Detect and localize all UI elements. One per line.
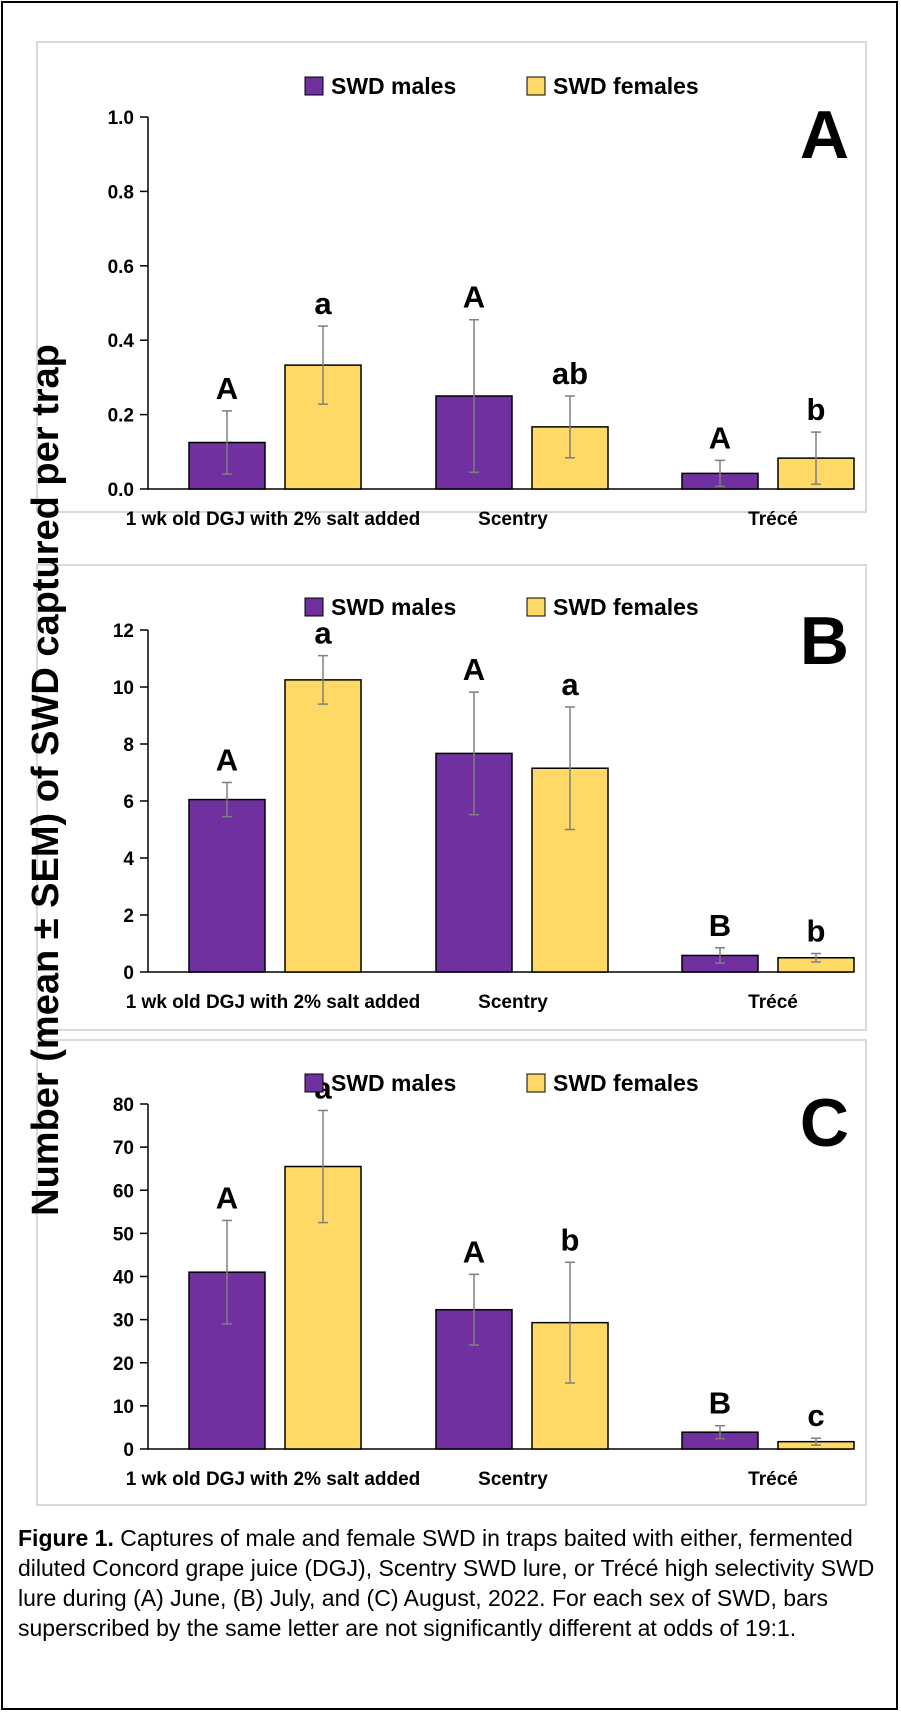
x-category-label: 1 wk old DGJ with 2% salt added (126, 509, 421, 530)
chart-panel-b: 0 2 4 6 8 10 12 1 wk old DGJ with 2% salt added… (36, 564, 867, 1031)
x-category-label: Trécé (748, 1469, 798, 1490)
x-category-label: Trécé (748, 509, 798, 530)
significance-letter: ab (552, 356, 588, 391)
x-category-label: Trécé (748, 992, 798, 1013)
panel-label: B (800, 603, 849, 679)
legend-label: SWD males (331, 594, 456, 620)
y-tick-label: 0.8 (108, 182, 134, 203)
x-category-label: Scentry (478, 992, 548, 1013)
significance-letter: A (216, 1180, 238, 1215)
significance-letter: A (216, 742, 238, 777)
significance-letter: a (561, 667, 579, 702)
y-tick-label: 6 (123, 792, 134, 813)
legend-label: SWD females (553, 73, 699, 99)
significance-letter: A (216, 371, 238, 406)
significance-letter: b (807, 913, 826, 948)
significance-letter: A (463, 280, 485, 315)
legend-label: SWD males (331, 73, 456, 99)
legend-swatch (304, 1073, 324, 1093)
significance-letter: A (463, 1234, 485, 1269)
significance-letter: a (314, 286, 332, 321)
panel-border (36, 41, 867, 513)
bar-males (188, 798, 266, 973)
x-category-label: Scentry (478, 1469, 548, 1490)
chart-panel-c: 0 10 20 30 40 50 60 70 80 1 wk old DGJ with 2% sa… (36, 1039, 867, 1506)
y-tick-label: 80 (113, 1095, 134, 1116)
legend-swatch (304, 76, 324, 96)
y-tick-label: 2 (123, 906, 134, 927)
y-tick-label: 70 (113, 1138, 134, 1159)
x-category-label: 1 wk old DGJ with 2% salt added (126, 992, 421, 1013)
significance-letter: b (807, 392, 826, 427)
panel-label: C (800, 1085, 849, 1161)
significance-letter: c (807, 1398, 824, 1433)
chart-panel-a: 0.0 0.2 0.4 0.6 0.8 1.0 1 wk old DGJ with 2% s… (36, 41, 867, 530)
y-tick-label: 0.6 (108, 257, 134, 278)
y-tick-label: 1.0 (108, 108, 134, 129)
y-axis-label: Number (mean ± SEM) of SWD captured per … (25, 344, 67, 1216)
significance-letter: a (314, 616, 332, 651)
significance-letter: B (709, 1386, 731, 1421)
significance-letter: B (709, 908, 731, 943)
y-tick-label: 0.0 (108, 480, 134, 501)
y-tick-label: 10 (113, 1397, 134, 1418)
legend-label: SWD females (553, 1070, 699, 1096)
legend-swatch (526, 597, 546, 617)
bar-females (284, 679, 362, 973)
y-tick-label: 20 (113, 1354, 134, 1375)
figure-caption: Figure 1. Captures of male and female SW… (18, 1523, 878, 1643)
y-tick-label: 60 (113, 1181, 134, 1202)
legend-swatch (526, 1073, 546, 1093)
caption-text: Captures of male and female SWD in traps… (18, 1525, 875, 1641)
x-category-label: Scentry (478, 509, 548, 530)
legend-swatch (304, 597, 324, 617)
y-tick-label: 0.4 (108, 331, 135, 352)
panel-label: A (800, 97, 849, 173)
y-tick-label: 0.2 (108, 406, 134, 427)
y-tick-label: 4 (123, 849, 134, 870)
significance-letter: b (561, 1222, 580, 1257)
y-tick-label: 0 (123, 1440, 134, 1461)
legend-label: SWD females (553, 594, 699, 620)
legend-swatch (526, 76, 546, 96)
y-tick-label: 12 (113, 621, 134, 642)
y-tick-label: 50 (113, 1224, 134, 1245)
y-tick-label: 30 (113, 1311, 134, 1332)
significance-letter: A (709, 420, 731, 455)
x-category-label: 1 wk old DGJ with 2% salt added (126, 1469, 421, 1490)
y-tick-label: 10 (113, 678, 134, 699)
caption-lead: Figure 1. (18, 1525, 114, 1551)
panel-border (36, 1039, 867, 1506)
y-tick-label: 0 (123, 963, 134, 984)
y-tick-label: 40 (113, 1268, 134, 1289)
panel-border (36, 564, 867, 1031)
significance-letter: A (463, 652, 485, 687)
y-tick-label: 8 (123, 735, 134, 756)
legend-label: SWD males (331, 1070, 456, 1096)
